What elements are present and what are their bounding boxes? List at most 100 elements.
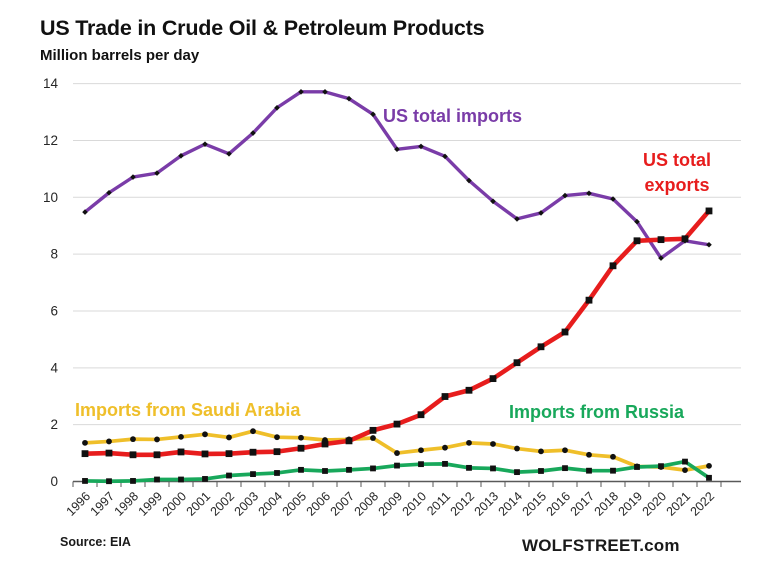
x-tick-label: 2020 <box>640 489 670 519</box>
x-axis-ticks <box>72 481 722 487</box>
y-tick-label: 14 <box>43 76 59 91</box>
data-point-marker <box>82 478 88 484</box>
x-tick-label: 2005 <box>280 489 310 519</box>
y-axis-labels: 0 2 4 6 8 10 12 14 <box>43 76 59 489</box>
data-point-marker <box>442 444 448 451</box>
data-point-marker <box>586 467 592 474</box>
data-point-marker <box>81 450 89 458</box>
series-label-us-total-imports: US total imports <box>383 106 523 126</box>
series-us-total-imports <box>82 89 712 261</box>
data-point-marker <box>178 152 184 159</box>
data-point-marker <box>202 476 208 482</box>
data-point-marker <box>178 433 184 440</box>
data-point-marker <box>610 453 616 460</box>
data-point-marker <box>514 216 520 222</box>
series-label-imports-from-russia: Imports from Russia <box>509 402 685 422</box>
data-point-marker <box>466 464 472 471</box>
source-note: Source: EIA <box>60 535 131 549</box>
data-point-marker <box>106 438 112 445</box>
data-point-marker <box>417 411 425 419</box>
data-point-marker <box>442 153 448 160</box>
data-point-marker <box>441 393 449 400</box>
x-axis-labels: 1996199719981999200020012002200320042005… <box>64 489 718 519</box>
x-tick-label: 2001 <box>184 489 214 519</box>
data-point-marker <box>250 471 256 478</box>
data-point-marker <box>370 435 376 441</box>
x-tick-label: 1999 <box>136 489 166 519</box>
data-point-marker <box>154 476 160 483</box>
data-point-marker <box>418 143 424 150</box>
data-point-marker <box>250 130 256 136</box>
y-tick-label: 4 <box>50 360 58 375</box>
data-point-marker <box>562 192 568 199</box>
data-point-marker <box>538 468 544 474</box>
series-label-us-total-exports: US total exports <box>642 150 711 195</box>
y-tick-label: 6 <box>50 303 58 318</box>
x-tick-label: 2012 <box>448 489 478 519</box>
x-tick-label: 2003 <box>232 489 262 519</box>
data-point-marker <box>82 209 88 215</box>
data-point-marker <box>466 177 472 184</box>
data-point-marker <box>346 466 352 473</box>
data-point-marker <box>537 343 545 351</box>
data-point-marker <box>154 170 160 176</box>
data-point-marker <box>106 189 112 196</box>
data-point-marker <box>105 449 113 457</box>
x-tick-label: 2011 <box>424 489 453 518</box>
data-point-marker <box>561 328 569 336</box>
x-tick-label: 1997 <box>88 489 118 519</box>
data-point-marker <box>106 478 112 485</box>
x-tick-label: 2000 <box>160 489 190 519</box>
data-point-marker <box>610 196 616 202</box>
y-tick-label: 0 <box>50 474 58 489</box>
data-point-marker <box>226 151 232 157</box>
data-point-marker <box>177 448 185 456</box>
data-point-marker <box>322 468 328 474</box>
data-point-marker <box>394 450 400 456</box>
data-point-marker <box>586 451 592 458</box>
x-tick-label: 2008 <box>352 489 382 519</box>
data-point-marker <box>345 437 353 445</box>
x-tick-label: 2010 <box>400 489 430 519</box>
y-tick-label: 10 <box>43 190 58 205</box>
data-point-marker <box>273 448 281 456</box>
x-tick-label: 2013 <box>472 489 502 519</box>
data-point-marker <box>681 235 689 243</box>
data-point-marker <box>250 428 256 435</box>
data-point-marker <box>369 426 377 434</box>
data-point-marker <box>465 386 473 394</box>
data-point-marker <box>706 474 712 481</box>
data-point-marker <box>490 465 496 472</box>
data-point-marker <box>321 440 329 448</box>
x-tick-label: 2021 <box>664 489 694 519</box>
data-point-marker <box>274 104 280 111</box>
x-tick-label: 2018 <box>592 489 622 519</box>
data-point-marker <box>202 141 208 147</box>
x-tick-label: 1996 <box>64 489 94 519</box>
series-imports-from-russia <box>82 458 712 485</box>
chart-subtitle: Million barrels per day <box>40 47 200 64</box>
y-tick-label: 2 <box>50 417 58 432</box>
data-point-marker <box>130 478 136 484</box>
data-point-marker <box>226 472 232 479</box>
x-tick-label: 2015 <box>520 489 550 519</box>
data-point-marker <box>562 447 568 454</box>
wolfstreet-logo: WOLFSTREET.com <box>522 536 680 555</box>
data-point-marker <box>706 241 712 248</box>
data-point-marker <box>298 89 304 95</box>
data-point-marker <box>298 434 304 441</box>
data-point-marker <box>394 462 400 469</box>
data-point-marker <box>682 467 688 474</box>
data-point-marker <box>705 207 713 215</box>
data-point-marker <box>538 210 544 216</box>
data-point-marker <box>514 445 520 452</box>
data-point-marker <box>346 95 352 102</box>
data-point-marker <box>418 447 424 454</box>
series-label-imports-from-saudi-arabia: Imports from Saudi Arabia <box>75 400 301 420</box>
x-tick-label: 2004 <box>256 489 286 519</box>
data-point-marker <box>394 146 400 153</box>
data-point-marker <box>202 431 208 438</box>
data-point-marker <box>297 444 305 452</box>
data-point-marker <box>634 218 640 225</box>
